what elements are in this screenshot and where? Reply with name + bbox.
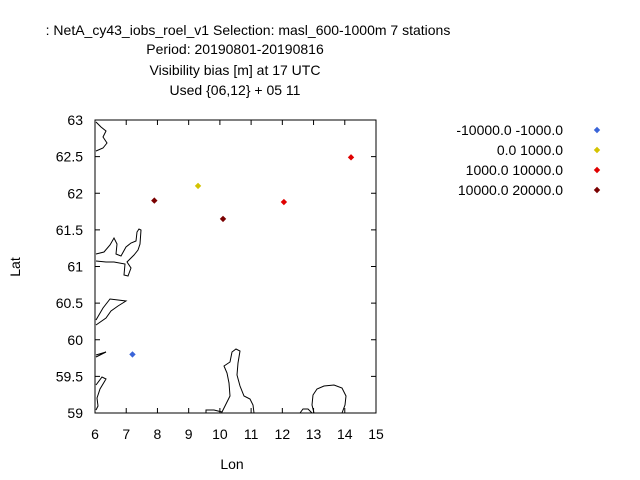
x-tick-label: 11 [244,426,259,442]
plot-area [94,119,377,414]
y-tick-label: 61 [67,259,83,275]
legend-marker [593,146,601,154]
data-points [129,154,355,358]
y-tick-label: 62 [67,185,83,201]
chart-title: : NetA_cy43_iobs_roel_v1 Selection: masl… [46,22,451,98]
x-tick-label: 14 [337,426,353,442]
y-tick-label: 60.5 [56,295,83,311]
x-tick-label: 7 [122,426,130,442]
y-axis-label: Lat [7,257,23,277]
x-tick-label: 10 [212,426,228,442]
legend-label: 1000.0 10000.0 [466,162,564,178]
title-line-1: : NetA_cy43_iobs_roel_v1 Selection: masl… [46,22,451,38]
data-point-s0-p0 [129,351,136,358]
y-tick-label: 60 [67,332,83,348]
legend-marker [593,126,601,134]
legend: -10000.0 -1000.0 0.0 1000.0 1000.0 10000.0… [456,122,601,198]
data-point-s2-p0 [280,198,288,206]
data-point-s3-p0 [151,197,158,204]
legend-label: 0.0 1000.0 [497,142,563,158]
legend-label: 10000.0 20000.0 [458,182,563,198]
y-tick-label: 62.5 [56,149,83,165]
y-tick-label: 59.5 [56,368,83,384]
y-tick-label: 59 [67,405,83,421]
x-axis-label: Lon [220,456,243,472]
data-point-s2-p1 [347,154,355,161]
legend-label: -10000.0 -1000.0 [456,122,563,138]
x-tick-label: 13 [306,426,322,442]
x-tick-label: 9 [185,426,193,442]
legend-marker [593,186,601,194]
coastline-map [95,121,347,414]
x-tick-label: 8 [154,426,162,442]
title-line-2: Period: 20190801-20190816 [146,41,324,57]
data-point-s1-p0 [194,182,202,190]
y-axis: 59 59.5 60 60.5 61 61.5 62 62.5 63 [56,112,376,421]
data-point-s3-p1 [219,215,227,223]
x-tick-label: 6 [91,426,99,442]
x-tick-label: 12 [275,426,291,442]
title-line-4: Used {06,12} + 05 11 [170,82,301,98]
title-line-3: Visibility bias [m] at 17 UTC [150,62,321,78]
x-tick-label: 15 [368,426,384,442]
x-axis: 6 7 8 9 10 11 12 13 14 15 [91,120,384,442]
y-tick-label: 61.5 [56,222,83,238]
y-tick-label: 63 [67,112,83,128]
legend-marker [593,166,601,174]
